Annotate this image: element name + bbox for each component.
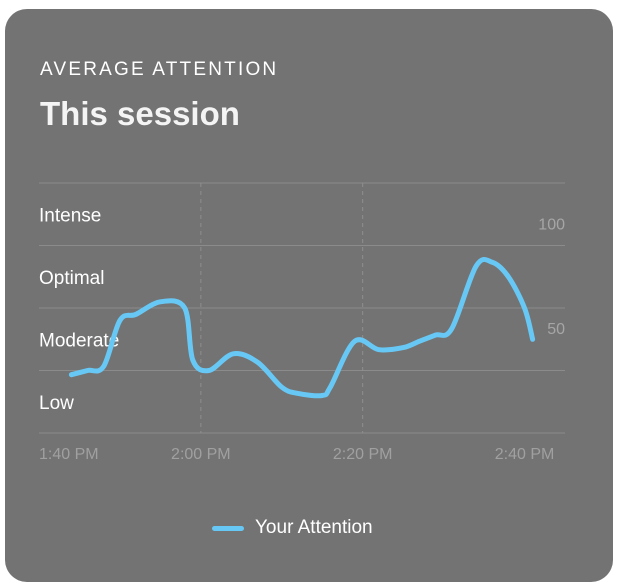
x-tick-label: 2:20 PM [333, 446, 393, 463]
x-tick-label: 2:00 PM [171, 446, 231, 463]
card-title: This session [40, 95, 240, 132]
zone-label: Optimal [39, 268, 104, 289]
y-tick-label: 50 [547, 321, 565, 338]
zone-label: Low [39, 393, 74, 414]
series-lines [68, 256, 536, 399]
y-tick-labels: 50 100 [538, 217, 565, 338]
attention-chart: Intense Optimal Moderate Low 50 100 1:40 PM 2… [39, 182, 565, 463]
zone-label: Intense [39, 205, 101, 226]
x-tick-label: 1:40 PM [39, 446, 99, 463]
zone-labels: Intense Optimal Moderate Low [39, 205, 119, 414]
attention-card: AVERAGE ATTENTION This session Intense Op… [5, 9, 613, 582]
series-line-your-attention [68, 256, 536, 399]
legend-label: Your Attention [255, 517, 373, 538]
legend-swatch [212, 525, 244, 531]
y-tick-label: 100 [538, 217, 565, 234]
zone-label: Moderate [39, 330, 119, 351]
x-tick-label: 2:40 PM [495, 446, 555, 463]
grid-lines [39, 182, 565, 434]
x-tick-labels: 1:40 PM 2:00 PM 2:20 PM 2:40 PM [39, 446, 554, 463]
chart-legend: Your Attention [212, 517, 373, 539]
card-eyebrow: AVERAGE ATTENTION [40, 59, 279, 80]
